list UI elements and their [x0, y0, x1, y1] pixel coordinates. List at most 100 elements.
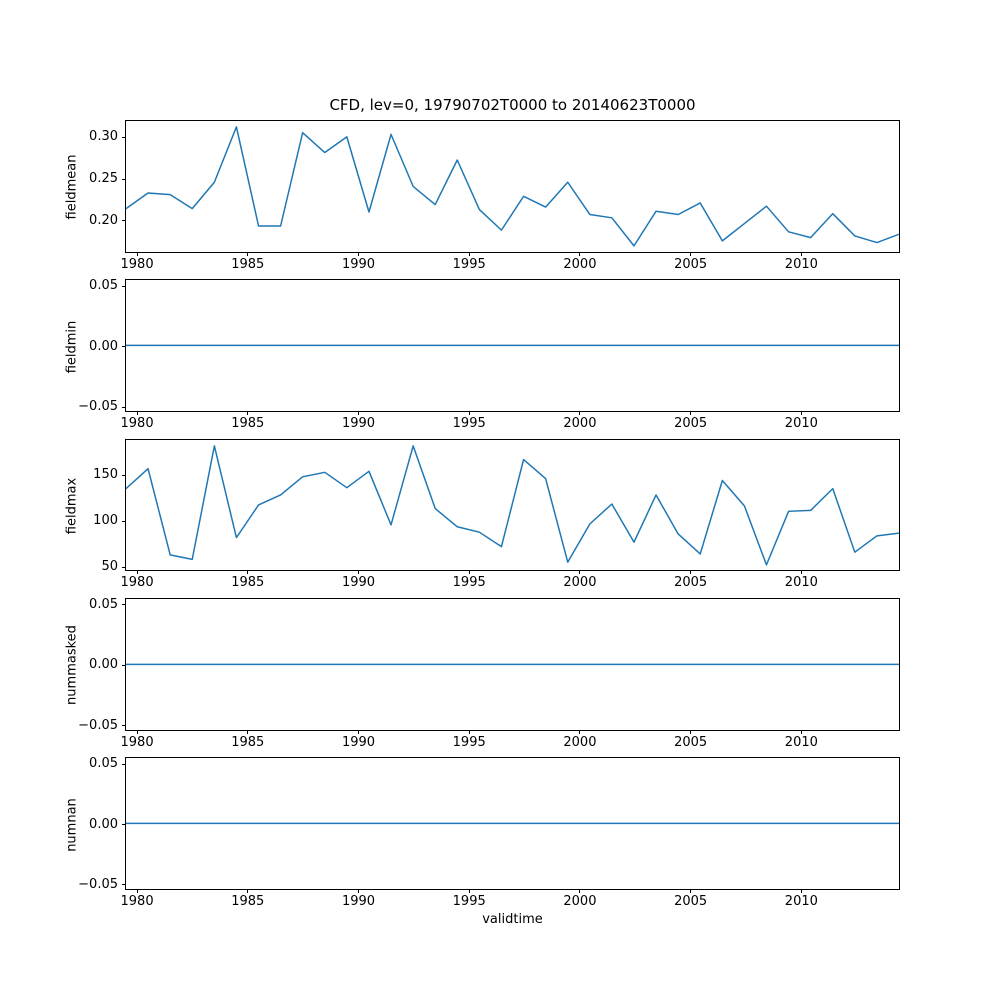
x-tick-mark	[468, 888, 470, 893]
axes-fieldmean: 0.20 0.25 0.30 1980 1985 1990 1995 2000 2005 2010…	[64, 120, 900, 272]
y-tick-label: −0.05	[78, 876, 118, 892]
fieldmax-axis-label: fieldmax	[64, 477, 80, 535]
x-tick-mark	[247, 570, 249, 575]
x-tick-label: 2000	[563, 893, 597, 909]
x-tick-label: 2010	[784, 575, 818, 591]
axes-fieldmin: −0.05 0.00 0.05 1980 1985 1990 1995 2000 2005 201…	[64, 278, 900, 431]
x-tick-mark	[247, 251, 249, 256]
x-tick-mark	[468, 251, 470, 256]
x-tick-label: 1990	[341, 256, 376, 272]
y-tick-label: 100	[93, 513, 118, 529]
y-tick-mark	[122, 664, 126, 666]
x-tick-label: 2000	[563, 575, 597, 591]
axes-nummasked: −0.05 0.00 0.05 1980 1985 1990 1995 2000 2005 201…	[64, 597, 900, 750]
numnan-line-plot	[126, 822, 899, 825]
y-tick-label: 0.05	[89, 756, 118, 772]
x-tick-mark	[136, 251, 138, 256]
x-tick-label: 1985	[231, 416, 265, 432]
fieldmean-axis-label: fieldmean	[64, 154, 80, 220]
x-tick-label: 1985	[231, 575, 265, 591]
x-tick-mark	[690, 411, 692, 416]
y-tick-mark	[122, 884, 126, 886]
x-tick-mark	[690, 729, 692, 734]
x-tick-mark	[690, 570, 692, 575]
x-tick-label: 2005	[674, 734, 708, 750]
x-tick-mark	[690, 888, 692, 893]
fieldmean-line-plot	[126, 126, 899, 247]
y-tick-mark	[122, 346, 126, 348]
x-tick-mark	[468, 570, 470, 575]
x-tick-label: 1990	[341, 734, 376, 750]
x-tick-mark	[800, 411, 802, 416]
y-tick-label: 50	[101, 559, 118, 575]
x-tick-label: 2000	[563, 256, 597, 272]
y-tick-mark	[122, 763, 126, 765]
fieldmin-line-plot	[126, 344, 899, 347]
x-tick-mark	[136, 411, 138, 416]
x-tick-mark	[247, 888, 249, 893]
x-tick-mark	[358, 888, 359, 893]
y-tick-label: 0.00	[89, 338, 118, 354]
x-tick-label: 2000	[563, 734, 597, 750]
x-tick-label: 1995	[452, 893, 486, 909]
fieldmean-series-line	[126, 126, 899, 247]
x-tick-label: 1985	[231, 893, 265, 909]
x-tick-mark	[136, 729, 138, 734]
y-tick-label: 0.05	[89, 278, 118, 294]
y-tick-label: 0.05	[89, 596, 118, 612]
fieldmax-line-plot	[126, 444, 899, 566]
numnan-axis-label: numnan	[64, 797, 80, 852]
x-tick-mark	[800, 251, 802, 256]
x-tick-label: 1995	[452, 575, 486, 591]
x-tick-mark	[579, 888, 581, 893]
y-tick-label: −0.05	[78, 399, 118, 415]
x-tick-label: 1990	[341, 416, 376, 432]
fieldmax-series-line	[126, 444, 899, 566]
x-tick-label: 1985	[231, 734, 265, 750]
x-tick-label: 2010	[784, 893, 818, 909]
x-tick-label: 1995	[452, 416, 486, 432]
x-tick-label: 2010	[784, 416, 818, 432]
y-tick-mark	[122, 285, 126, 287]
x-tick-mark	[136, 888, 138, 893]
y-tick-label: 150	[93, 467, 118, 483]
x-tick-mark	[136, 570, 138, 575]
fieldmin-axis-label: fieldmin	[64, 320, 80, 373]
y-tick-label: 0.00	[89, 816, 118, 832]
y-tick-mark	[122, 406, 126, 408]
y-tick-mark	[122, 824, 126, 826]
x-tick-label: 2010	[784, 256, 818, 272]
y-tick-label: 0.00	[89, 657, 118, 673]
y-tick-mark	[122, 474, 126, 476]
axes-numnan: −0.05 0.00 0.05 1980 1985 1990 1995 2000 2005 201…	[64, 756, 900, 909]
x-tick-mark	[358, 251, 359, 256]
y-tick-label: 0.25	[89, 171, 118, 187]
x-tick-label: 1980	[120, 416, 154, 432]
x-tick-mark	[358, 570, 359, 575]
x-tick-label: 1990	[341, 893, 376, 909]
x-tick-label: 1980	[120, 893, 154, 909]
axes-fieldmax: 50 100 150 1980 1985 1990 1995 2000 2005 2010 fiel…	[64, 438, 900, 590]
y-tick-mark	[122, 566, 126, 568]
x-tick-label: 1995	[452, 256, 486, 272]
nummasked-line-plot	[126, 663, 899, 666]
figure-title: CFD, lev=0, 19790702T0000 to 20140623T00…	[329, 96, 696, 114]
x-tick-label: 1980	[120, 734, 154, 750]
y-tick-mark	[122, 178, 126, 180]
x-tick-mark	[468, 729, 470, 734]
x-tick-label: 2010	[784, 734, 818, 750]
y-tick-mark	[122, 220, 126, 222]
x-tick-mark	[247, 411, 249, 416]
x-tick-label: 1985	[231, 256, 265, 272]
y-tick-mark	[122, 725, 126, 727]
x-tick-label: 1980	[120, 575, 154, 591]
y-tick-label: 0.20	[89, 212, 118, 228]
x-tick-label: 2005	[674, 256, 708, 272]
y-tick-label: −0.05	[78, 717, 118, 733]
x-tick-mark	[800, 888, 802, 893]
x-tick-mark	[247, 729, 249, 734]
y-tick-mark	[122, 136, 126, 138]
x-tick-mark	[579, 251, 581, 256]
y-tick-mark	[122, 520, 126, 522]
